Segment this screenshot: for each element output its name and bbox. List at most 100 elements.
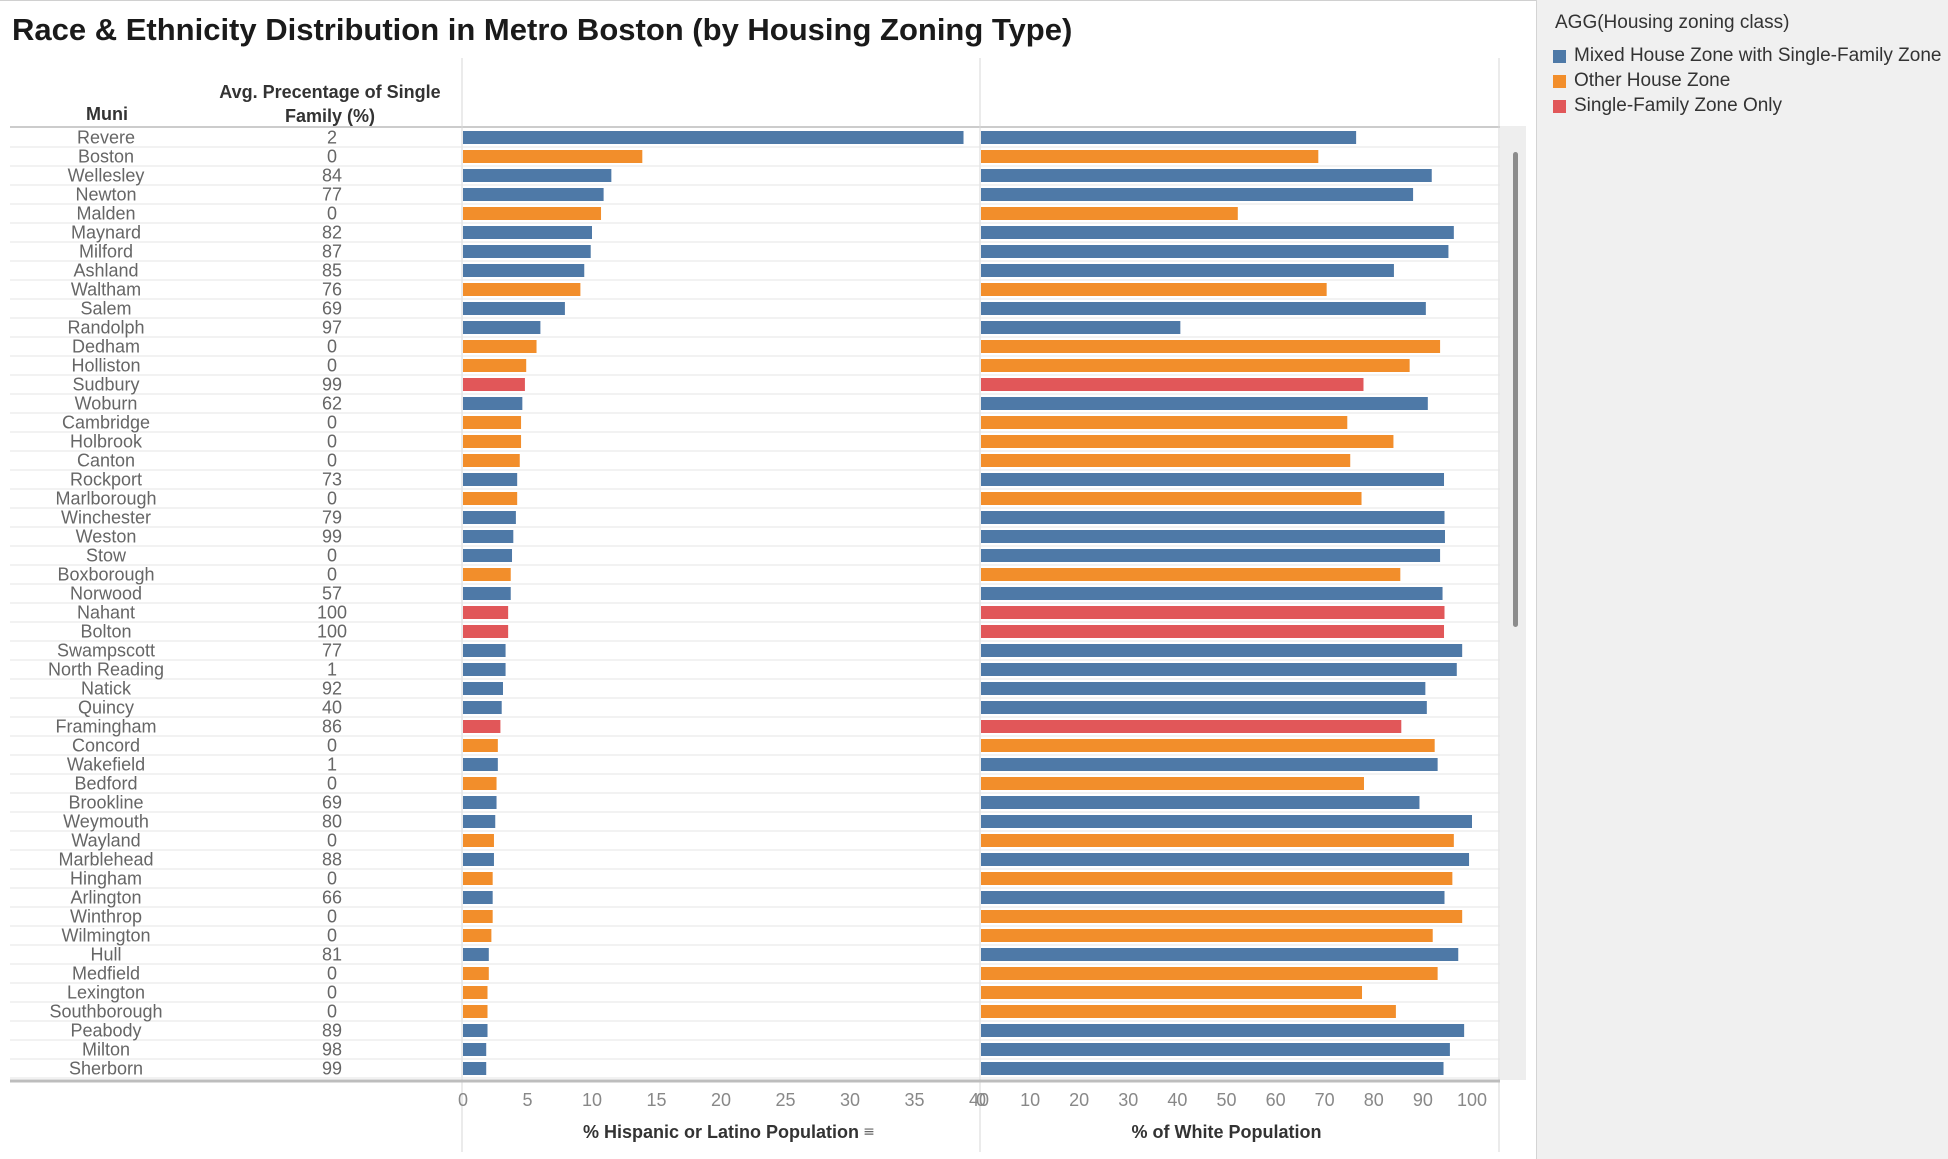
bar-hispanic (463, 663, 506, 676)
bar-hispanic (463, 1005, 488, 1018)
legend-swatch-other (1553, 74, 1566, 88)
tick-label-white: 50 (1216, 1090, 1236, 1110)
bar-hispanic (463, 1062, 487, 1075)
bar-white (981, 834, 1454, 847)
muni-label: Winchester (61, 508, 151, 528)
avg-single-family-label: 86 (322, 717, 342, 737)
header-muni[interactable]: Muni (86, 104, 128, 124)
muni-label: Woburn (75, 394, 138, 414)
bar-white (981, 739, 1435, 752)
avg-single-family-label: 66 (322, 888, 342, 908)
bar-hispanic (463, 492, 518, 505)
tick-label-white: 10 (1020, 1090, 1040, 1110)
bar-white (981, 283, 1327, 296)
bar-white (981, 587, 1443, 600)
muni-label: Holliston (71, 356, 140, 376)
muni-label: Swampscott (57, 641, 155, 661)
avg-single-family-label: 0 (327, 565, 337, 585)
avg-single-family-label: 99 (322, 375, 342, 395)
tick-label-hispanic: 20 (711, 1090, 731, 1110)
avg-single-family-label: 0 (327, 337, 337, 357)
scrollbar-thumb[interactable] (1513, 152, 1518, 627)
muni-label: Nahant (77, 603, 135, 623)
bar-white (981, 606, 1445, 619)
bar-hispanic (463, 1024, 488, 1037)
avg-single-family-label: 0 (327, 413, 337, 433)
muni-label: Newton (75, 185, 136, 205)
bar-white (981, 131, 1357, 144)
muni-label: Cambridge (62, 413, 150, 433)
bar-hispanic (463, 454, 520, 467)
bar-hispanic (463, 359, 527, 372)
bar-white (981, 530, 1445, 543)
avg-single-family-label: 100 (317, 622, 347, 642)
muni-label: Lexington (67, 983, 145, 1003)
bar-white (981, 682, 1426, 695)
bar-white (981, 1005, 1396, 1018)
avg-single-family-label: 88 (322, 850, 342, 870)
avg-single-family-label: 40 (322, 698, 342, 718)
bar-hispanic (463, 435, 522, 448)
bar-white (981, 701, 1427, 714)
avg-single-family-label: 97 (322, 318, 342, 338)
bar-white (981, 454, 1351, 467)
bar-white (981, 416, 1348, 429)
legend-title: AGG(Housing zoning class) (1555, 12, 1790, 33)
bar-white (981, 777, 1364, 790)
avg-single-family-label: 69 (322, 793, 342, 813)
avg-single-family-label: 0 (327, 774, 337, 794)
top-border (0, 0, 1536, 1)
muni-label: Revere (77, 128, 135, 148)
bar-hispanic (463, 169, 612, 182)
bar-white (981, 568, 1401, 581)
tick-label-hispanic: 25 (775, 1090, 795, 1110)
muni-label: Randolph (67, 318, 144, 338)
muni-label: Salem (80, 299, 131, 319)
muni-label: Wayland (71, 831, 140, 851)
muni-label: Natick (81, 679, 132, 699)
avg-single-family-label: 0 (327, 204, 337, 224)
muni-label: North Reading (48, 660, 164, 680)
bar-white (981, 264, 1394, 277)
bar-hispanic (463, 568, 511, 581)
bar-white (981, 644, 1463, 657)
avg-single-family-label: 0 (327, 926, 337, 946)
muni-label: Weymouth (63, 812, 149, 832)
bar-hispanic (463, 587, 511, 600)
avg-single-family-label: 62 (322, 394, 342, 414)
tick-label-hispanic: 10 (582, 1090, 602, 1110)
bar-white (981, 872, 1453, 885)
bar-hispanic (463, 796, 497, 809)
bar-white (981, 891, 1445, 904)
bar-white (981, 929, 1433, 942)
legend-item-single[interactable]: Single-Family Zone Only (1553, 94, 1782, 118)
bar-white (981, 302, 1426, 315)
bar-white (981, 1062, 1444, 1075)
bar-white (981, 359, 1410, 372)
avg-single-family-label: 0 (327, 831, 337, 851)
muni-label: Sherborn (69, 1059, 143, 1079)
legend-label-mixed: Mixed House Zone with Single-Family Zone (1574, 45, 1942, 66)
legend-swatch-single (1553, 99, 1566, 113)
chart-svg: Revere 2 Boston 0 Wellesley 84 Newton 77 Malden 0… (10, 58, 1500, 1152)
bar-white (981, 1043, 1450, 1056)
muni-label: Maynard (71, 223, 141, 243)
avg-single-family-label: 81 (322, 945, 342, 965)
tick-label-hispanic: 30 (840, 1090, 860, 1110)
bar-white (981, 853, 1470, 866)
bar-white (981, 492, 1362, 505)
legend-item-other[interactable]: Other House Zone (1553, 69, 1730, 93)
bar-white (981, 473, 1445, 486)
avg-single-family-label: 0 (327, 964, 337, 984)
header-avg-single-family[interactable]: Avg. Precentage of Single Family (%) (219, 82, 441, 126)
avg-single-family-label: 99 (322, 1059, 342, 1079)
muni-label: Brookline (68, 793, 143, 813)
avg-single-family-label: 0 (327, 907, 337, 927)
muni-label: Hull (90, 945, 121, 965)
legend-item-mixed[interactable]: Mixed House Zone with Single-Family Zone (1553, 44, 1942, 68)
muni-label: Wellesley (68, 166, 145, 186)
muni-label: Stow (86, 546, 127, 566)
bar-hispanic (463, 720, 501, 733)
bar-white (981, 169, 1432, 182)
bar-white (981, 796, 1420, 809)
